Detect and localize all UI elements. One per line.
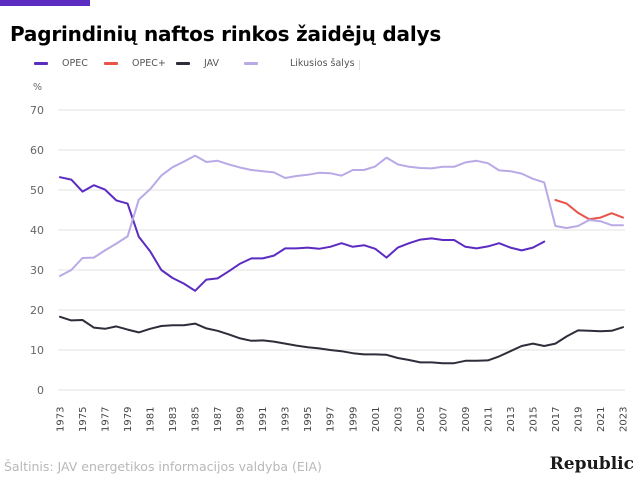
legend-label-opec: OPEC <box>62 58 88 69</box>
y-axis-unit: % <box>33 82 42 93</box>
y-tick-label-10: 10 <box>30 344 44 357</box>
y-tick-label-0: 0 <box>37 384 44 397</box>
x-tick-label-1999: 1999 <box>348 407 359 432</box>
source-note: Šaltinis: JAV energetikos informacijos v… <box>4 459 322 474</box>
legend-label-opec-plus: OPEC+ <box>132 58 166 69</box>
x-tick-label-1983: 1983 <box>168 407 179 432</box>
x-tick-label-2021: 2021 <box>596 407 607 432</box>
legend-swatch-opec-plus <box>104 62 118 65</box>
y-tick-label-30: 30 <box>30 264 44 277</box>
series-line-jav <box>59 315 624 365</box>
line-chart: % 0 10 20 30 40 50 60 70 1973 1975 1977 1979 1981 1983… <box>30 82 630 432</box>
x-tick-label-1995: 1995 <box>303 407 314 432</box>
legend-item-jav: JAV <box>176 58 219 69</box>
x-tick-label-2019: 2019 <box>573 407 584 432</box>
legend-swatch-likusios <box>244 62 258 65</box>
y-tick-label-70: 70 <box>30 104 44 117</box>
x-tick-label-1993: 1993 <box>281 407 292 432</box>
accent-bar <box>0 0 90 6</box>
x-tick-label-2011: 2011 <box>483 407 494 432</box>
x-tick-label-1997: 1997 <box>326 407 337 432</box>
y-tick-label-20: 20 <box>30 304 44 317</box>
y-tick-label-60: 60 <box>30 144 44 157</box>
legend-swatch-jav <box>176 62 190 65</box>
x-tick-label-2007: 2007 <box>438 407 449 432</box>
x-tick-label-1977: 1977 <box>101 407 112 432</box>
x-tick-label-2009: 2009 <box>461 407 472 432</box>
legend-swatch-opec <box>34 62 48 65</box>
series-line-likusios-alys <box>59 154 624 277</box>
x-tick-label-2001: 2001 <box>371 407 382 432</box>
x-tick-label-2023: 2023 <box>619 407 630 432</box>
x-tick-label-1985: 1985 <box>191 407 202 432</box>
brand-logo: Republic <box>549 454 634 474</box>
x-tick-label-1973: 1973 <box>56 407 67 432</box>
x-tick-label-2005: 2005 <box>416 407 427 432</box>
series-line-opec-plus <box>554 199 624 221</box>
legend-item-opec-plus: OPEC+ <box>104 58 166 69</box>
x-tick-label-1975: 1975 <box>78 407 89 432</box>
x-tick-label-1981: 1981 <box>146 407 157 432</box>
legend-item-opec: OPEC <box>34 58 88 69</box>
legend-item-likusios: Likusios šalys <box>244 58 355 69</box>
x-tick-label-2013: 2013 <box>506 407 517 432</box>
x-tick-label-1991: 1991 <box>258 407 269 432</box>
x-tick-label-2017: 2017 <box>551 407 562 432</box>
y-tick-label-50: 50 <box>30 184 44 197</box>
x-tick-label-1989: 1989 <box>236 407 247 432</box>
legend-label-likusios: Likusios šalys <box>290 58 355 69</box>
x-tick-label-2003: 2003 <box>393 407 404 432</box>
legend-divider <box>359 60 360 70</box>
series-line-opec <box>59 176 546 292</box>
x-tick-label-1979: 1979 <box>123 407 134 432</box>
y-tick-label-40: 40 <box>30 224 44 237</box>
legend-label-jav: JAV <box>204 58 220 69</box>
chart-title: Pagrindinių naftos rinkos žaidėjų dalys <box>10 22 442 46</box>
x-tick-label-2015: 2015 <box>528 407 539 432</box>
x-tick-label-1987: 1987 <box>213 407 224 432</box>
